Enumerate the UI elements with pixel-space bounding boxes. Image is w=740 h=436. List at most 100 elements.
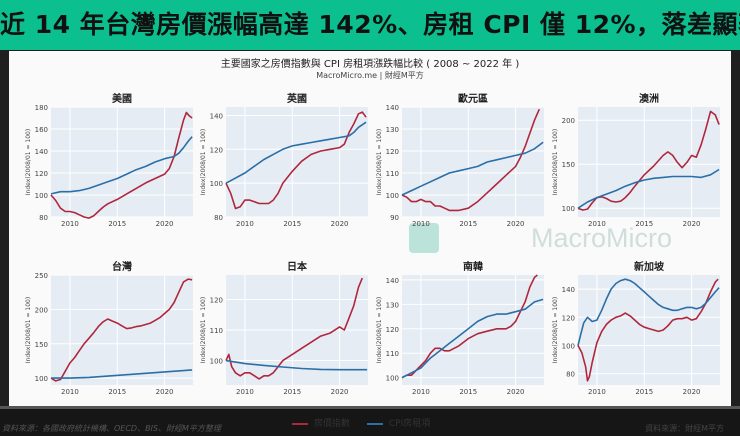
x-tick-label: 2010	[588, 388, 606, 396]
video-progress-track[interactable]	[0, 406, 740, 409]
series-line-rent-cpi	[50, 136, 193, 195]
y-tick-label: 110	[386, 170, 399, 178]
x-tick-label: 2015	[635, 388, 653, 396]
x-tick-label: 2015	[283, 220, 301, 228]
x-tick-label: 2010	[61, 388, 79, 396]
y-axis-label: Index(2008/01 = 100)	[200, 129, 207, 195]
source-credit: 資料來源：財經M平方	[645, 424, 724, 433]
y-tick-label: 200	[35, 306, 48, 314]
x-tick-label: 2015	[459, 388, 477, 396]
series-line-rent-cpi	[401, 141, 544, 196]
y-tick-label: 150	[562, 161, 575, 169]
y-tick-label: 120	[386, 148, 399, 156]
x-tick-label: 2020	[156, 220, 174, 228]
y-tick-label: 100	[562, 205, 575, 213]
panel-title: 歐元區	[458, 92, 488, 105]
y-tick-label: 90	[390, 214, 399, 222]
chart-grid: MacroMicro 美國 80 100 120 140 160 180 2010 2015 202…	[25, 92, 720, 396]
series-line-rent-cpi	[577, 168, 720, 209]
x-tick-label: 2020	[507, 220, 525, 228]
watermark-logo-icon	[409, 223, 439, 253]
y-tick-label: 140	[386, 277, 399, 285]
panel-8: 新加坡 80 100 120 140 2010 2015 2020 Index(2008/01 …	[552, 260, 720, 396]
chart-title: 主要國家之房價指數與 CPI 房租項漲跌幅比較 ( 2008 ~ 2022 年 …	[220, 59, 520, 70]
y-axis-label: Index(2008/01 = 100)	[25, 297, 32, 363]
panel-title: 新加坡	[634, 260, 665, 273]
banner-title: 近 14 年台灣房價漲幅高達 142%、房租 CPI 僅 12%，落差顯著	[0, 10, 740, 39]
y-tick-label: 100	[386, 375, 399, 383]
x-tick-label: 2010	[61, 220, 79, 228]
series-line-house-price	[401, 274, 538, 379]
y-tick-label: 180	[35, 104, 48, 112]
y-tick-label: 120	[562, 314, 575, 322]
panel-title: 南韓	[463, 260, 483, 273]
panel-3: 歐元區 90 100 110 120 130 140 2010 2015 2020 Index(20…	[376, 92, 544, 228]
x-tick-label: 2015	[283, 388, 301, 396]
x-tick-label: 2020	[331, 220, 349, 228]
legend-item-house: 房價指數	[292, 416, 350, 429]
x-tick-label: 2020	[156, 388, 174, 396]
x-tick-label: 2020	[331, 388, 349, 396]
chart-slide: 主要國家之房價指數與 CPI 房租項漲跌幅比較 ( 2008 ~ 2022 年 …	[9, 51, 731, 424]
y-tick-label: 120	[386, 326, 399, 334]
legend-label-house: 房價指數	[314, 419, 351, 429]
x-tick-label: 2015	[108, 220, 126, 228]
legend-swatch-rent	[366, 422, 383, 425]
x-tick-label: 2020	[507, 388, 525, 396]
x-tick-label: 2010	[588, 220, 606, 228]
y-tick-label: 100	[562, 343, 575, 351]
y-axis-label: Index(2008/01 = 100)	[376, 129, 383, 195]
legend-swatch-house	[292, 422, 308, 425]
y-tick-label: 80	[39, 214, 48, 222]
title-banner: 近 14 年台灣房價漲幅高達 142%、房租 CPI 僅 12%，落差顯著	[0, 0, 740, 50]
x-tick-label: 2010	[236, 220, 254, 228]
y-tick-label: 140	[386, 104, 399, 112]
x-tick-label: 2020	[683, 220, 701, 228]
legend-item-rent: CPI房租項	[366, 416, 431, 429]
y-tick-label: 130	[386, 126, 399, 134]
y-tick-label: 140	[210, 112, 223, 120]
series-line-house-price	[50, 111, 193, 219]
y-tick-label: 100	[386, 192, 399, 200]
series-line-rent-cpi	[225, 121, 367, 184]
x-tick-label: 2010	[412, 388, 430, 396]
legend-label-rent: CPI房租項	[388, 419, 431, 429]
y-tick-label: 140	[562, 286, 575, 294]
y-tick-label: 120	[210, 296, 223, 304]
y-tick-label: 160	[35, 126, 48, 134]
y-axis-label: Index(2008/01 = 100)	[200, 297, 207, 363]
plot-area	[51, 275, 193, 385]
y-axis-label: Index(2008/01 = 100)	[376, 297, 383, 363]
x-tick-label: 2015	[635, 220, 653, 228]
plot-area	[226, 107, 368, 217]
y-tick-label: 150	[35, 341, 48, 349]
panel-title: 台灣	[112, 260, 132, 273]
y-tick-label: 110	[386, 350, 399, 358]
panel-1: 美國 80 100 120 140 160 180 2010 2015 2020 Index(200…	[25, 92, 193, 228]
panel-2: 英國 80 100 120 140 2010 2015 2020 Index(2008/01 =…	[200, 92, 368, 228]
x-tick-label: 2015	[459, 220, 477, 228]
x-tick-label: 2010	[236, 388, 254, 396]
y-tick-label: 110	[210, 327, 223, 335]
panel-title: 澳洲	[639, 92, 659, 105]
y-tick-label: 250	[35, 272, 48, 280]
series-line-house-price	[577, 278, 719, 382]
y-tick-label: 100	[35, 192, 48, 200]
series-line-rent-cpi	[225, 359, 368, 371]
y-tick-label: 100	[210, 358, 223, 366]
panel-5: 台灣 100 150 200 250 2010 2015 2020 Index(2008/01 …	[25, 260, 193, 396]
y-tick-label: 120	[35, 170, 48, 178]
chart-subtitle: MacroMicro.me | 財經M平方	[316, 71, 424, 80]
panel-6: 日本 100 110 120 2010 2015 2020 Index(2008/01 = 1…	[200, 260, 368, 396]
plot-area	[402, 107, 544, 217]
panel-title: 美國	[112, 92, 132, 105]
x-tick-label: 2020	[683, 388, 701, 396]
y-tick-label: 80	[566, 371, 575, 379]
y-tick-label: 100	[35, 375, 48, 383]
y-tick-label: 200	[562, 117, 575, 125]
panel-4: 澳洲 100 150 200 2010 2015 2020 Index(2008/01 = 1…	[552, 92, 720, 228]
legend: 房價指數 CPI房租項	[292, 416, 444, 429]
plot-area	[578, 107, 720, 217]
source-note: 資料來源：各國政府統計機構、OECD、BIS、財經M平方整理	[2, 424, 221, 433]
series-line-rent-cpi	[51, 369, 193, 379]
